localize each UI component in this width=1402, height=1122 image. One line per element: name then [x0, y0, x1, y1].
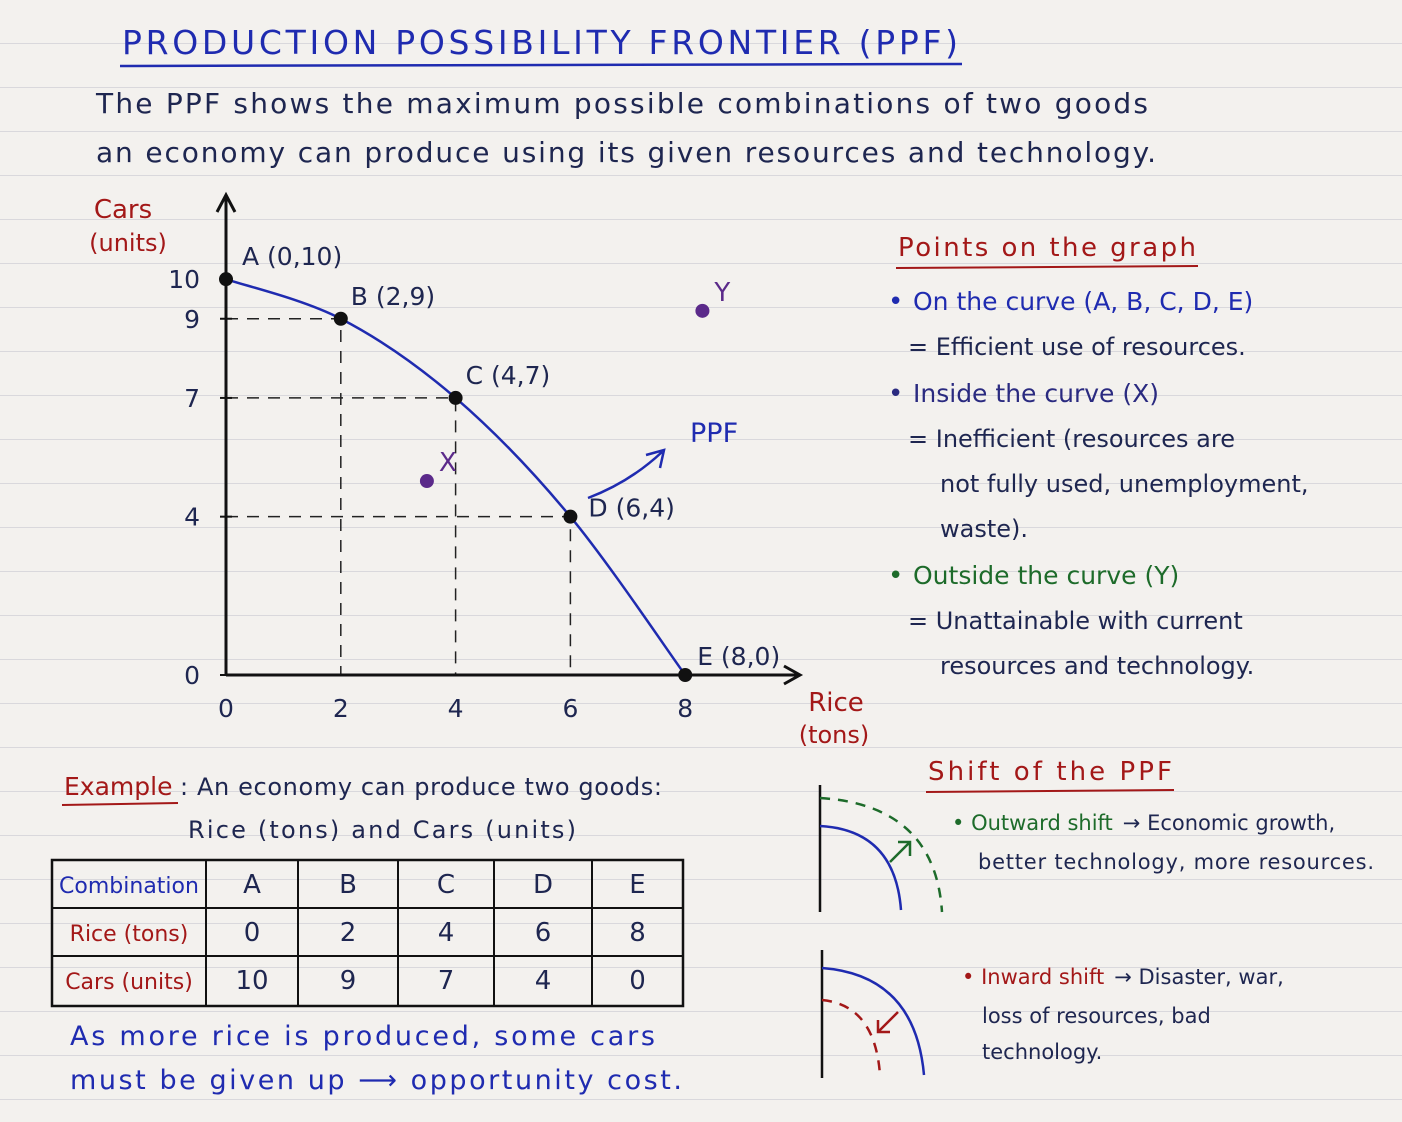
table-cell: 0	[244, 918, 261, 948]
example-text: : An economy can produce two goods:	[180, 773, 662, 801]
x-tick-label: 8	[677, 694, 693, 723]
note-heading: On the curve (A, B, C, D, E)	[913, 287, 1253, 316]
table-cell: C	[437, 870, 455, 900]
point-label: X	[439, 448, 457, 478]
point-label: Y	[713, 278, 730, 308]
x-axis-unit: (tons)	[799, 721, 870, 749]
guide-line	[226, 515, 572, 675]
bullet: •	[962, 965, 981, 989]
intro-line: The PPF shows the maximum possible combi…	[95, 87, 1148, 120]
table-cell: 4	[535, 966, 552, 996]
inward-line: technology.	[982, 1040, 1102, 1064]
conclusion-line: As more rice is produced, some cars	[70, 1021, 655, 1052]
intro-line: an economy can produce using its given r…	[96, 136, 1156, 169]
table-cell: 7	[438, 966, 455, 996]
curve-label-arrow	[587, 448, 666, 500]
point	[448, 390, 463, 405]
outward-label: Outward shift	[971, 811, 1113, 835]
x-axis-label: Rice	[808, 688, 864, 718]
table-cell: 8	[629, 918, 646, 948]
point	[419, 474, 434, 489]
note-line: waste).	[940, 515, 1028, 543]
point-label: E (8,0)	[697, 642, 780, 671]
table-cell: Combination	[59, 874, 199, 899]
example-underline	[61, 802, 179, 806]
title-underline	[119, 62, 963, 68]
y-tick-label: 4	[184, 503, 200, 532]
y-axis-unit: (units)	[89, 229, 167, 257]
shift-underline	[925, 789, 1175, 793]
notes-underline	[895, 265, 1199, 269]
title: PRODUCTION POSSIBILITY FRONTIER (PPF)	[122, 23, 958, 62]
bullet: •	[888, 561, 903, 591]
inward-line: loss of resources, bad	[982, 1004, 1211, 1028]
table-cell: 10	[235, 966, 268, 996]
table: Combination A B C D E Rice (tons) 0 2 4 6 8 Cars (un…	[50, 858, 685, 1008]
point-label: C (4,7)	[466, 361, 551, 390]
table-cell: Cars (units)	[65, 970, 193, 995]
bullet: •	[952, 811, 971, 835]
point-label: B (2,9)	[351, 282, 435, 311]
bullet: •	[888, 379, 903, 409]
point-label: A (0,10)	[242, 242, 342, 271]
table-cell: A	[243, 870, 261, 900]
example-label: Example	[64, 772, 172, 801]
x-tick-label: 6	[562, 694, 578, 723]
outward-text: • Outward shift → Economic growth,	[952, 811, 1335, 835]
note-heading: Outside the curve (Y)	[913, 561, 1179, 590]
curve-label: PPF	[690, 418, 738, 449]
inward-diagram	[820, 950, 926, 1078]
guide-line	[226, 318, 342, 675]
x-axis	[226, 664, 804, 686]
inward-label: Inward shift	[981, 965, 1104, 989]
conclusion-line: must be given up ⟶ opportunity cost.	[70, 1065, 682, 1096]
table-cell: 0	[629, 966, 646, 996]
y-axis-label: Cars	[94, 195, 152, 225]
table-cell: B	[339, 870, 357, 900]
point	[563, 509, 578, 524]
y-tick-label: 7	[184, 384, 200, 413]
point	[219, 272, 233, 287]
note-line: = Unattainable with current	[908, 607, 1243, 635]
x-tick-label: 4	[448, 694, 464, 723]
note-heading: Inside the curve (X)	[913, 379, 1159, 408]
y-tick-label: 0	[184, 661, 200, 690]
table-cell: E	[629, 870, 645, 900]
point	[678, 668, 693, 682]
y-axis	[215, 191, 237, 675]
bullet: •	[888, 287, 903, 317]
note-line: not fully used, unemployment,	[940, 470, 1308, 498]
outward-line: → Economic growth,	[1123, 811, 1335, 835]
table-cell: Rice (tons)	[70, 922, 189, 947]
note-line: = Inefficient (resources are	[908, 425, 1235, 453]
outward-diagram	[818, 785, 944, 913]
note-line: = Efficient use of resources.	[908, 333, 1246, 361]
table-cell: D	[533, 870, 553, 900]
x-tick-label: 0	[218, 694, 234, 723]
point	[695, 303, 710, 318]
table-cell: 2	[340, 918, 357, 948]
note-line: resources and technology.	[940, 652, 1254, 680]
y-tick-label: 9	[184, 305, 200, 334]
point-label: D (6,4)	[588, 494, 674, 523]
inward-text: • Inward shift → Disaster, war,	[962, 965, 1284, 989]
table-cell: 4	[438, 918, 455, 948]
y-tick-label: 10	[168, 265, 200, 294]
notes-title: Points on the graph	[898, 233, 1196, 263]
x-tick-label: 2	[333, 694, 349, 723]
inward-line: → Disaster, war,	[1114, 965, 1284, 989]
outward-line: better technology, more resources.	[978, 850, 1374, 874]
shift-title: Shift of the PPF	[928, 757, 1172, 787]
example-text: Rice (tons) and Cars (units)	[188, 816, 576, 844]
table-cell: 6	[535, 918, 552, 948]
point	[333, 311, 348, 326]
table-border	[50, 858, 685, 1008]
table-cell: 9	[340, 966, 357, 996]
